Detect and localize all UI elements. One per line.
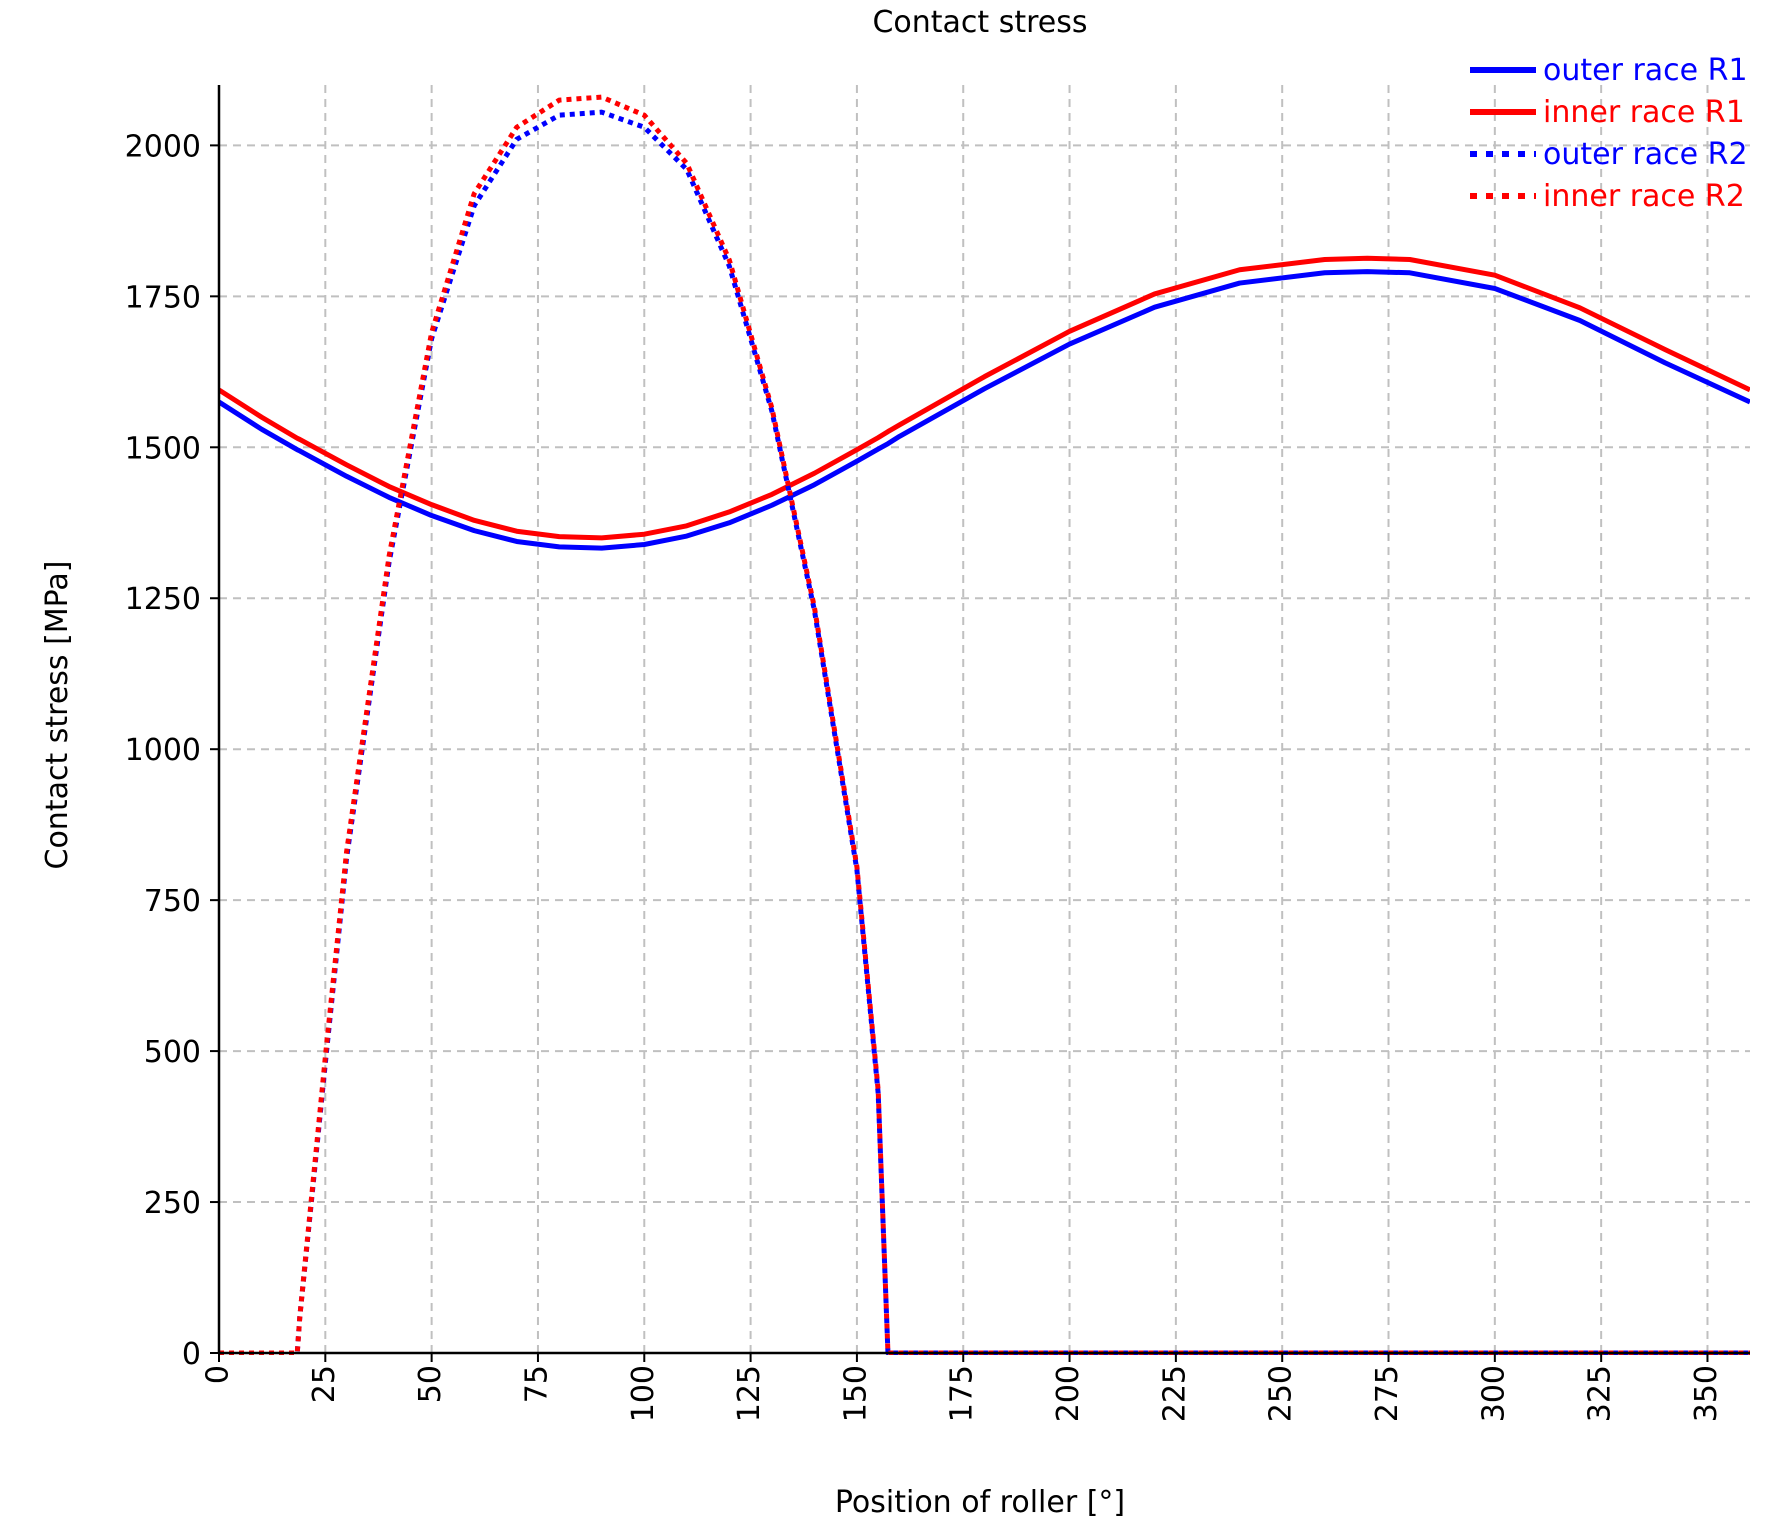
y-tick-label: 0 [182, 1337, 201, 1372]
x-tick-label: 350 [1689, 1365, 1724, 1422]
y-tick-label: 1500 [125, 431, 201, 466]
legend-label-inner-race-r2: inner race R2 [1543, 179, 1745, 214]
y-tick-label: 250 [144, 1186, 201, 1221]
x-axis-label: Position of roller [°] [835, 1485, 1125, 1520]
x-tick-label: 200 [1051, 1365, 1086, 1422]
series-line-outer-race-r1 [219, 269, 1750, 551]
y-tick-label: 2000 [125, 129, 201, 164]
series-layer [219, 94, 1750, 1355]
x-tick-label: 300 [1476, 1365, 1511, 1422]
x-tick-label: 250 [1264, 1365, 1299, 1422]
legend-label-inner-race-r1: inner race R1 [1543, 95, 1745, 130]
y-ticks: 0 250 500 750 1000 1250 1500 1750 2000 [125, 129, 219, 1372]
x-tick-label: 175 [945, 1365, 980, 1422]
series-line-inner-race-r1 [219, 255, 1750, 541]
x-tick-label: 75 [519, 1365, 554, 1403]
y-tick-label: 750 [144, 884, 201, 919]
axes [217, 85, 1750, 1355]
legend-label-outer-race-r2: outer race R2 [1543, 137, 1748, 172]
x-tick-label: 0 [201, 1365, 236, 1384]
x-tick-label: 25 [307, 1365, 342, 1403]
x-tick-label: 100 [626, 1365, 661, 1422]
y-tick-label: 500 [144, 1035, 201, 1070]
y-tick-label: 1750 [125, 280, 201, 315]
grid [219, 85, 1750, 1353]
legend: outer race R1 inner race R1 outer race R2 i… [1470, 53, 1748, 214]
y-axis-label: Contact stress [MPa] [40, 561, 75, 870]
x-tick-label: 225 [1157, 1365, 1192, 1422]
x-tick-label: 150 [838, 1365, 873, 1422]
x-tick-label: 275 [1370, 1365, 1405, 1422]
x-tick-label: 325 [1583, 1365, 1618, 1422]
legend-label-outer-race-r1: outer race R1 [1543, 53, 1748, 88]
y-tick-label: 1250 [125, 582, 201, 617]
x-tick-label: 50 [413, 1365, 448, 1403]
chart-title: Contact stress [872, 5, 1087, 40]
x-tick-label: 125 [732, 1365, 767, 1422]
x-ticks: 0 25 50 75 100 125 150 175 200 225 250 275 300 325 350 [201, 1353, 1724, 1422]
y-tick-label: 1000 [125, 733, 201, 768]
